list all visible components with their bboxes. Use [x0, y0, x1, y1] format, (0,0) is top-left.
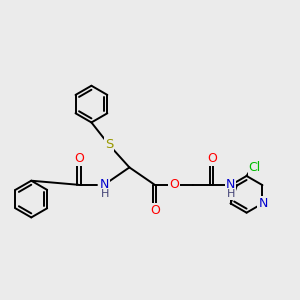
Text: H: H [100, 189, 109, 199]
Text: N: N [258, 197, 268, 210]
Text: N: N [226, 178, 236, 191]
Text: Cl: Cl [249, 160, 261, 174]
Text: O: O [74, 152, 84, 165]
Text: H: H [227, 189, 236, 199]
Text: O: O [207, 152, 217, 165]
Text: S: S [105, 138, 113, 151]
Text: O: O [169, 178, 179, 191]
Text: O: O [150, 204, 160, 217]
Text: N: N [99, 178, 109, 191]
